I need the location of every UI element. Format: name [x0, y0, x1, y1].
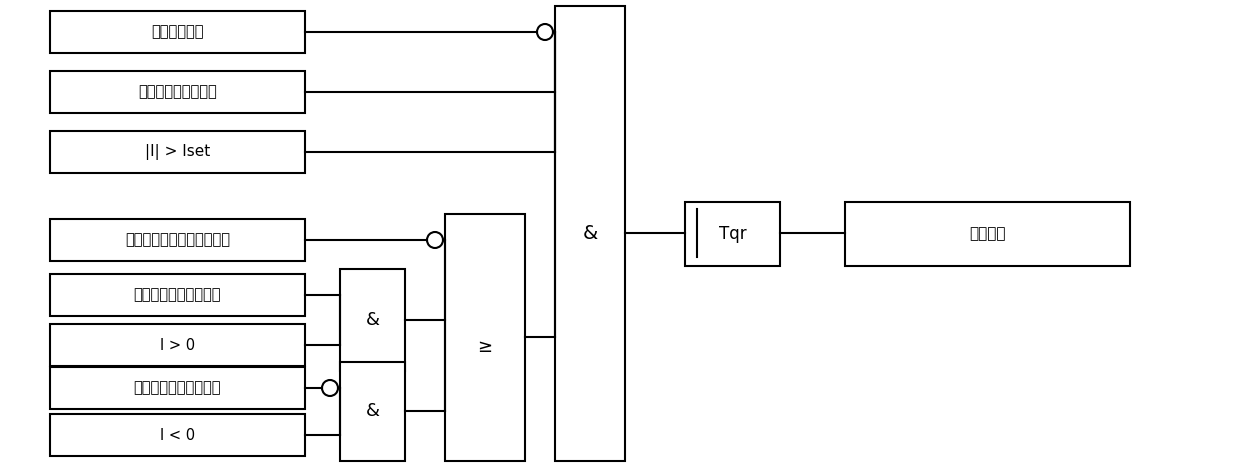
Bar — [50, 11, 305, 53]
Bar — [50, 71, 305, 113]
Text: 线路故障: 线路故障 — [970, 226, 1006, 241]
Bar — [50, 367, 305, 409]
Bar — [50, 219, 305, 261]
Text: 电流告警经方向控制字投入: 电流告警经方向控制字投入 — [125, 233, 229, 248]
Text: |I| > Iset: |I| > Iset — [145, 144, 210, 160]
Bar — [340, 362, 405, 461]
Bar — [50, 274, 305, 316]
Text: Tqr: Tqr — [719, 225, 746, 242]
Text: &: & — [366, 402, 379, 421]
Text: 功率正方向控制字投入: 功率正方向控制字投入 — [134, 287, 221, 303]
Text: &: & — [366, 311, 379, 329]
Text: I < 0: I < 0 — [160, 428, 195, 442]
Text: 装置自检闭锁: 装置自检闭锁 — [151, 24, 203, 39]
Bar — [340, 269, 405, 371]
Text: 功率正方向控制字投入: 功率正方向控制字投入 — [134, 380, 221, 395]
Text: ≥: ≥ — [477, 339, 492, 356]
Bar — [445, 214, 525, 461]
Bar — [50, 131, 305, 173]
Bar — [50, 324, 305, 366]
Bar — [556, 6, 625, 461]
Text: 电流告警控制字投入: 电流告警控制字投入 — [138, 84, 217, 99]
Bar — [684, 202, 780, 265]
Text: I > 0: I > 0 — [160, 338, 195, 353]
Bar — [50, 414, 305, 456]
Bar — [844, 202, 1130, 265]
Text: &: & — [583, 224, 598, 243]
